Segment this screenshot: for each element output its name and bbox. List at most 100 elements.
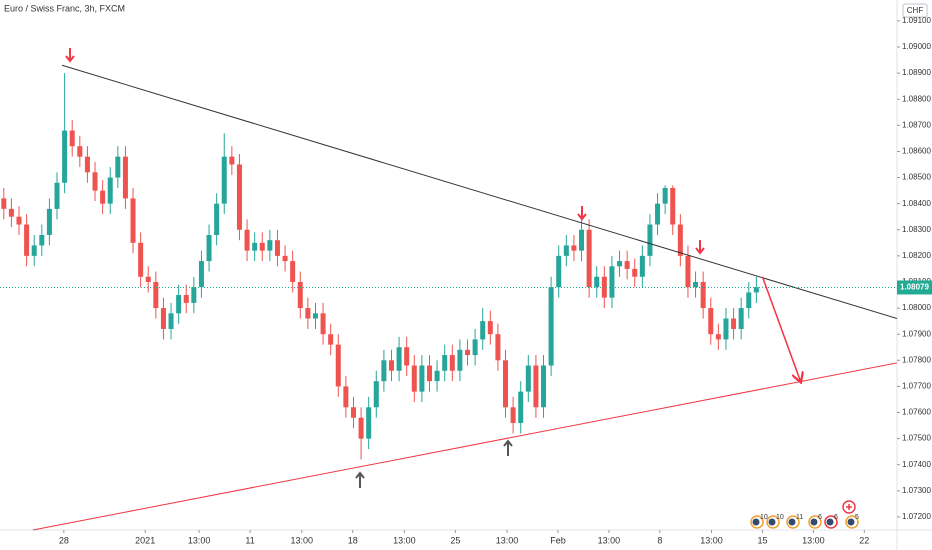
candle-body (358, 417, 364, 439)
candle-body (548, 287, 554, 366)
y-tick-label: 1.07700 (902, 382, 931, 391)
candle-body (753, 287, 759, 293)
y-tick-label: 1.08700 (902, 120, 931, 129)
candle-body (122, 156, 128, 199)
candle-body (746, 292, 752, 309)
candle-body (586, 229, 592, 288)
candle-body (419, 365, 425, 392)
event-count: 6 (834, 514, 838, 521)
candle-body (449, 355, 455, 371)
candle-body (632, 268, 638, 277)
candle-body (244, 229, 250, 251)
candle-body (381, 360, 387, 382)
candle-body (715, 334, 721, 340)
candle-body (556, 255, 562, 288)
candle-body (305, 308, 311, 319)
candle-body (320, 313, 326, 335)
candle-body (39, 234, 45, 246)
candle-body (457, 349, 463, 371)
candle-body (411, 365, 417, 392)
event-icon-core (810, 518, 818, 526)
x-tick-label: 2021 (135, 535, 155, 545)
currency: CHF (907, 6, 924, 15)
y-tick-label: 1.08300 (902, 225, 931, 234)
event-icon-core (847, 518, 855, 526)
candle-body (700, 281, 706, 309)
candle-body (236, 164, 242, 230)
candle-body (442, 355, 448, 371)
candle-body (518, 391, 524, 423)
candle-body (31, 245, 37, 256)
candle-body (176, 295, 182, 314)
y-tick-label: 1.08000 (902, 303, 931, 312)
candle-body (533, 365, 539, 408)
x-tick-label: 11 (245, 535, 254, 545)
up-arrow (503, 439, 513, 456)
candle-body (655, 203, 661, 225)
event-count: 6 (818, 514, 822, 521)
candle-body (685, 255, 691, 288)
candle-body (472, 339, 478, 356)
candle-body (563, 245, 569, 256)
candle-body (100, 190, 106, 204)
candle-body (388, 360, 394, 371)
candle-body (92, 172, 98, 191)
y-tick-label: 1.07600 (902, 408, 931, 417)
candle-body (366, 407, 372, 439)
last-price-label: 1.08079 (900, 283, 929, 292)
x-tick-label: Feb (550, 535, 566, 545)
x-tick-label: 13:00 (188, 535, 211, 545)
x-tick-label: 13:00 (291, 535, 314, 545)
y-tick-label: 1.07800 (902, 355, 931, 364)
y-tick-label: 1.08900 (902, 68, 931, 77)
candle-body (594, 276, 600, 288)
last-price-box (897, 280, 932, 295)
candle-body (191, 287, 197, 303)
candle-body (84, 156, 90, 173)
x-tick-label: 13:00 (598, 535, 621, 545)
candle-body (145, 276, 151, 282)
y-tick-label: 1.09100 (902, 16, 931, 25)
candle-body (206, 234, 212, 262)
x-tick-label: 18 (348, 535, 358, 545)
down-arrow (65, 48, 75, 63)
candle-body (54, 182, 60, 209)
candle-body (738, 308, 744, 329)
candle-body (282, 255, 288, 262)
trendline (61, 64, 898, 320)
y-tick-label: 1.08400 (902, 199, 931, 208)
candle-body (153, 281, 159, 309)
candle-body (252, 242, 258, 251)
event-count: 5 (855, 514, 859, 521)
event-count: 10 (760, 514, 768, 521)
candle-body (343, 386, 349, 408)
candle-body (579, 229, 585, 251)
y-tick-label: 1.08800 (902, 94, 931, 103)
candle-body (677, 224, 683, 256)
candle-body (670, 187, 676, 225)
candle-body (24, 224, 30, 256)
event-icon-core (826, 518, 834, 526)
up-arrow (355, 471, 365, 488)
event-icon-core (788, 518, 796, 526)
candle-body (62, 130, 68, 183)
candle-body (487, 321, 493, 335)
candle-body (624, 261, 630, 269)
candle-body (8, 208, 14, 217)
candle-body (434, 370, 440, 382)
candle-body (160, 308, 166, 329)
chart-title: Euro / Swiss Franc, 3h, FXCM (4, 3, 125, 13)
candle-body (647, 224, 653, 256)
event-icon-core (752, 518, 760, 526)
trendline (32, 362, 898, 531)
candle-body (69, 130, 75, 147)
candle-body (290, 261, 296, 282)
y-tick-label: 1.07300 (902, 486, 931, 495)
candle-body (267, 240, 273, 251)
down-arrow (695, 240, 705, 255)
x-tick-label: 15 (757, 535, 767, 545)
candle-body (426, 365, 433, 382)
candle-body (77, 146, 83, 157)
candle-body (115, 156, 121, 178)
